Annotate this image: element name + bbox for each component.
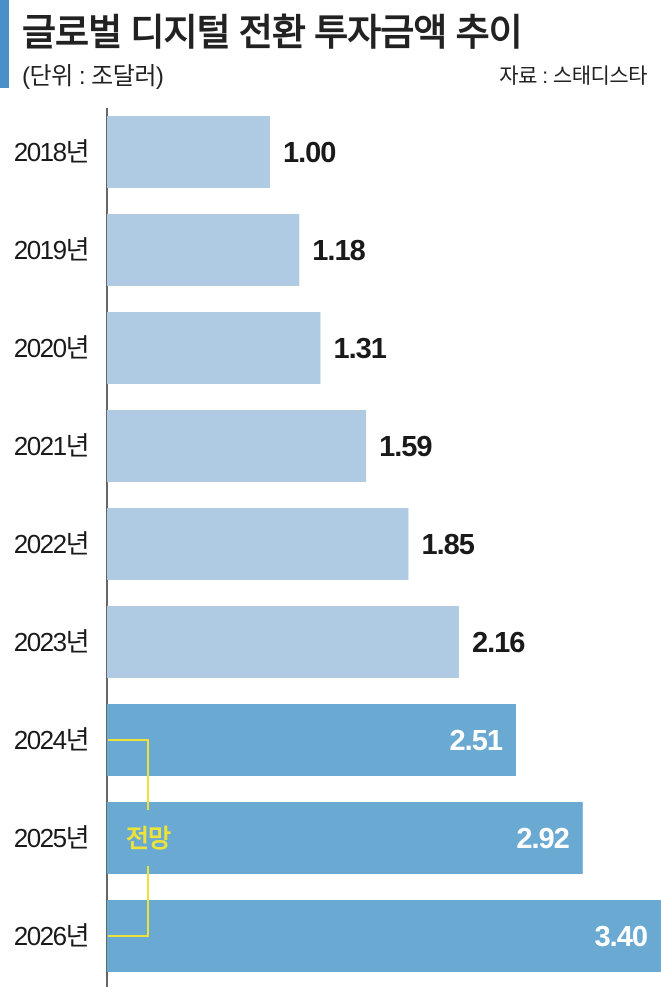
unit-label: (단위 : 조달러) — [22, 63, 164, 90]
value-label-0: 1.00 — [283, 137, 335, 169]
value-label-2: 1.31 — [333, 333, 386, 365]
accent-strip — [0, 0, 9, 88]
category-label-8: 2026년 — [14, 921, 88, 951]
category-label-7: 2025년 — [14, 823, 88, 853]
category-label-3: 2021년 — [14, 431, 88, 461]
bar-3 — [107, 410, 367, 482]
category-label-1: 2019년 — [14, 235, 88, 265]
category-label-6: 2024년 — [14, 725, 88, 755]
value-label-1: 1.18 — [312, 235, 365, 267]
value-label-4: 1.85 — [421, 529, 474, 561]
forecast-label: 전망 — [126, 825, 171, 853]
bar-1 — [107, 214, 300, 286]
value-label-5: 2.16 — [472, 627, 525, 659]
source-label: 자료 : 스태디스타 — [499, 65, 647, 88]
value-label-8: 3.40 — [595, 921, 647, 953]
value-label-6: 2.51 — [450, 725, 503, 757]
forecast-bracket — [108, 739, 149, 937]
value-label-3: 1.59 — [379, 431, 432, 463]
bar-5 — [107, 606, 459, 678]
category-label-0: 2018년 — [14, 137, 88, 167]
chart-title: 글로벌 디지털 전환 투자금액 추이 — [22, 12, 523, 53]
category-label-2: 2020년 — [14, 333, 88, 363]
category-label-4: 2022년 — [14, 529, 88, 559]
value-label-7: 2.92 — [516, 823, 568, 855]
bar-6 — [107, 704, 516, 776]
category-label-5: 2023년 — [14, 627, 88, 657]
bar-0 — [107, 116, 270, 188]
bar-8 — [107, 900, 661, 972]
bar-4 — [107, 508, 409, 580]
bar-7 — [107, 802, 583, 874]
bar-2 — [107, 312, 321, 384]
